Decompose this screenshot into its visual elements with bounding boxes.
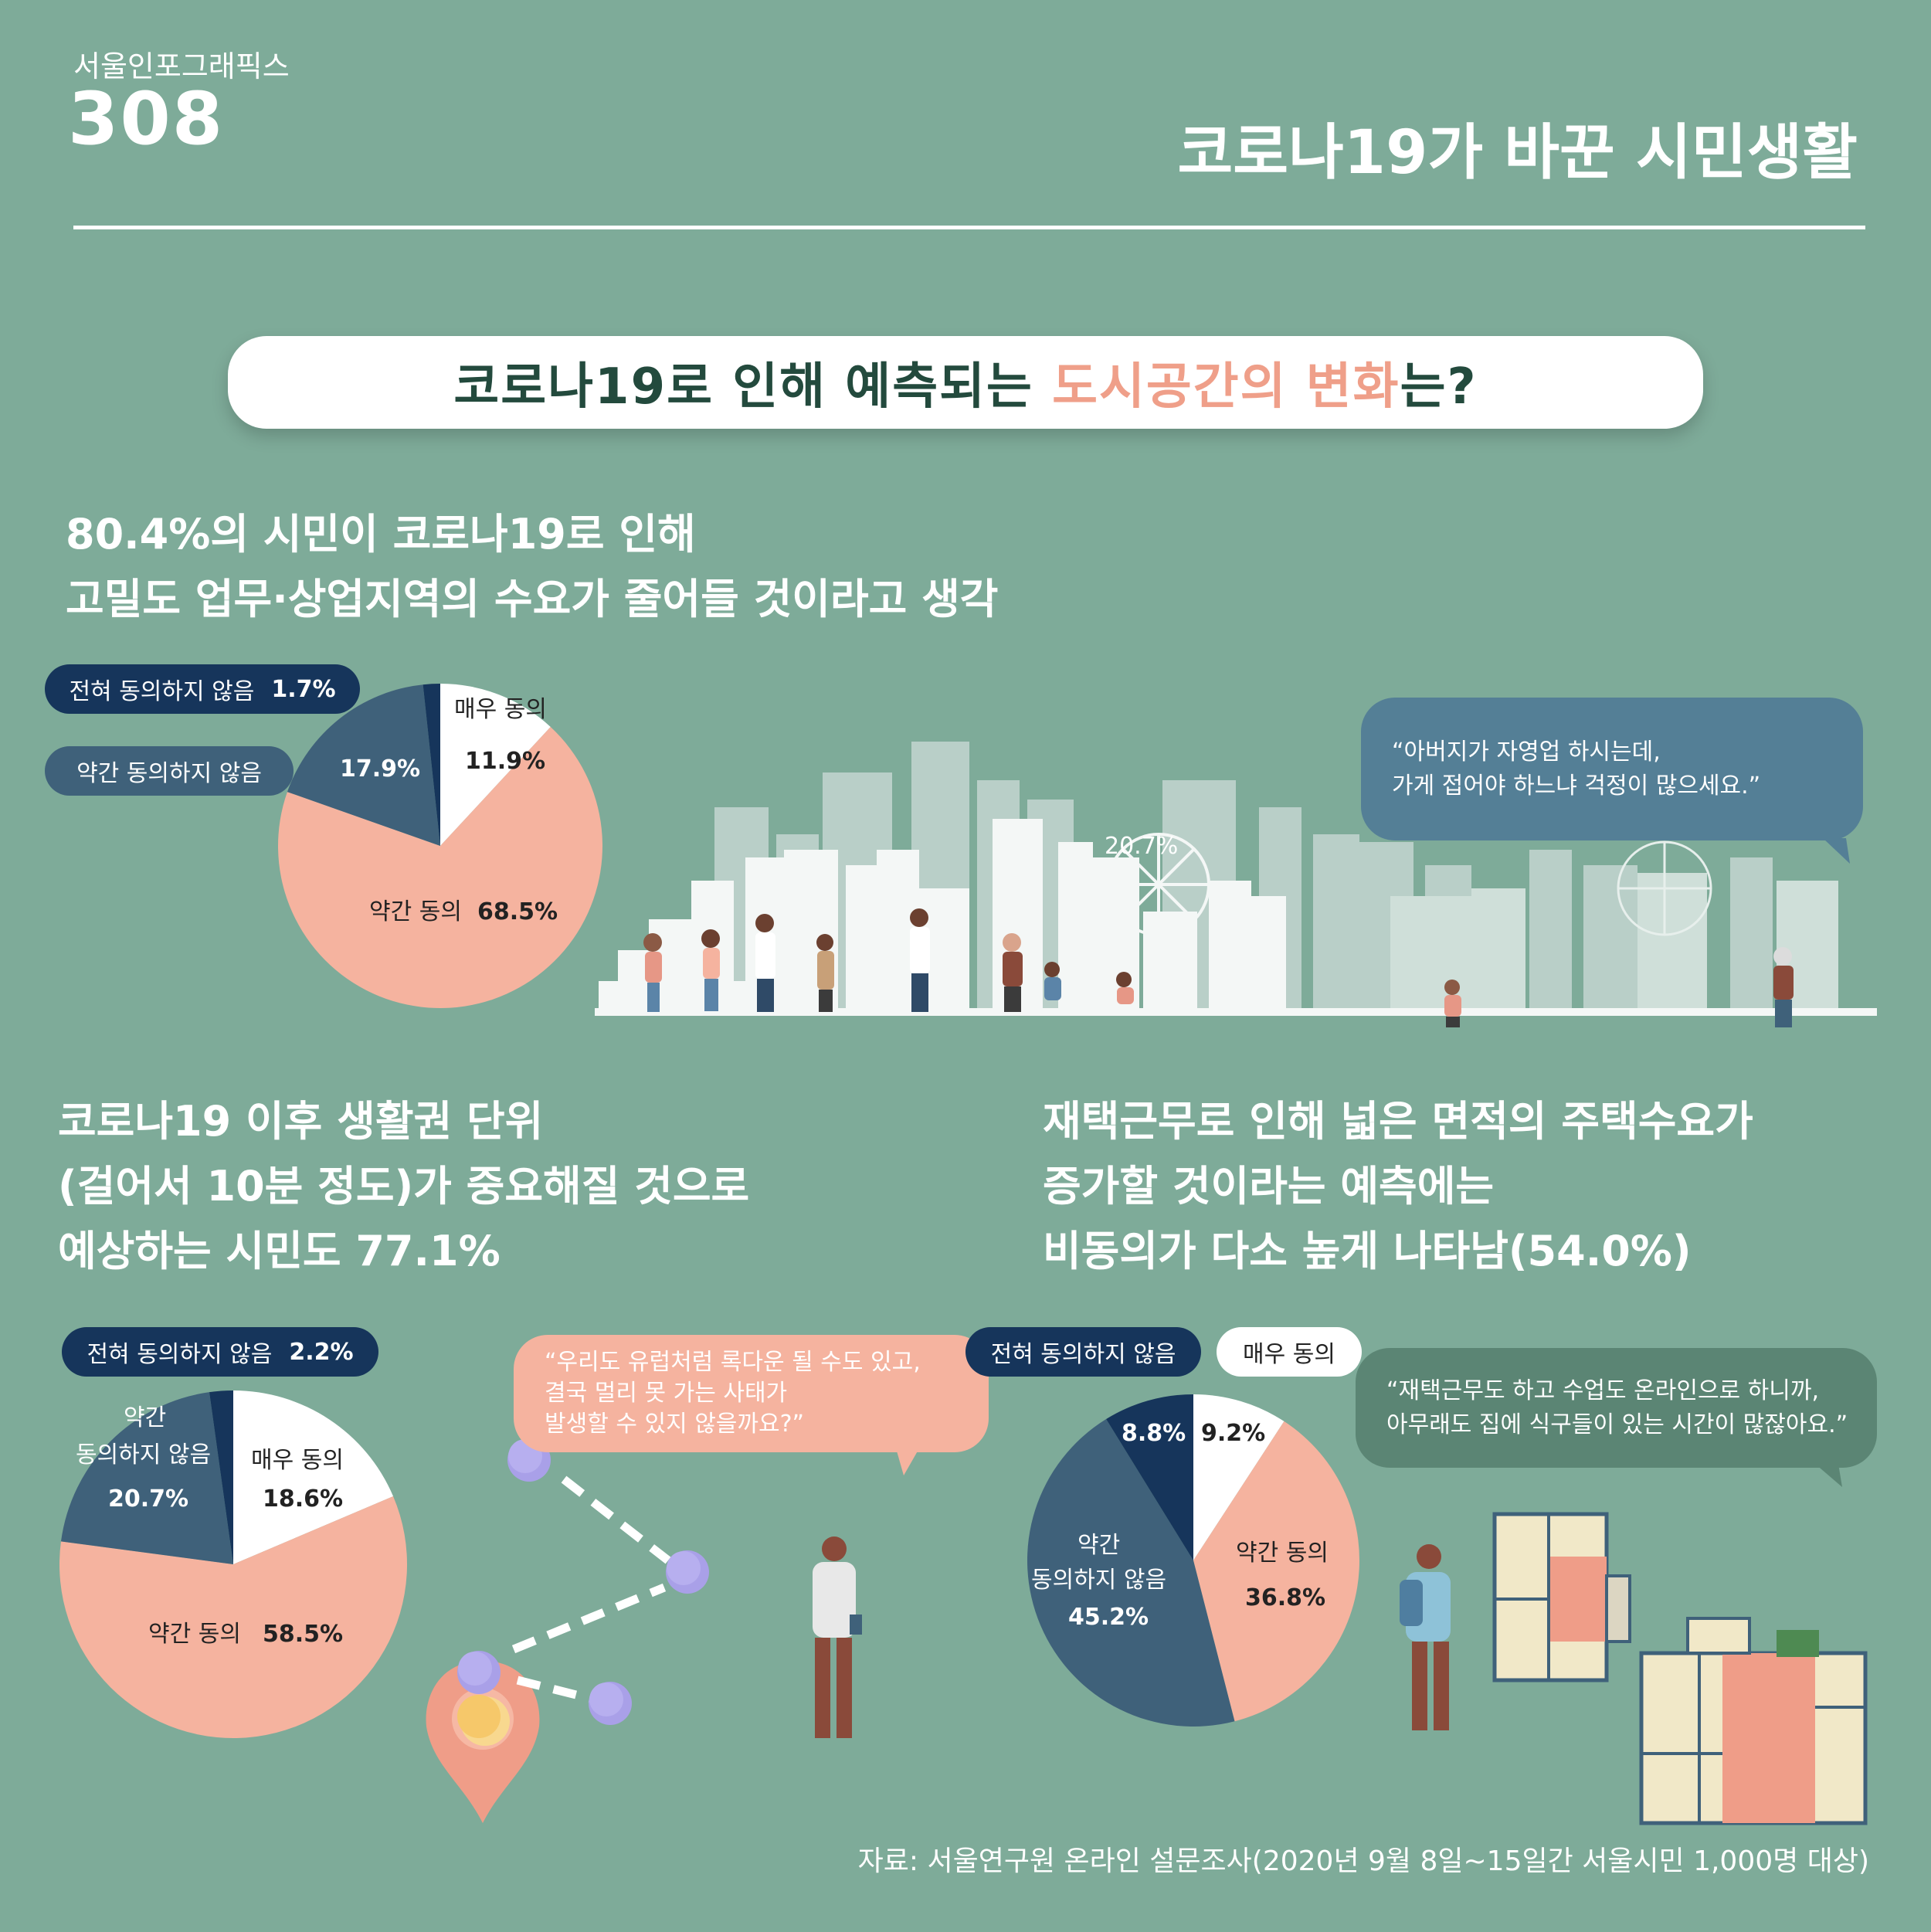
- pie1-label-strongly-agree: 매우 동의: [454, 696, 547, 723]
- pie3-slice-strongly-disagree: [1106, 1394, 1193, 1560]
- pie2-value-somewhat-disagree: 20.7%: [108, 1486, 188, 1513]
- section2-heading: 코로나19 이후 생활권 단위 (걸어서 10분 정도)가 중요해질 것으로 예…: [58, 1089, 749, 1284]
- header-divider: [73, 226, 1865, 229]
- quote-bubble-1: “아버지가 자영업 하시는데, 가게 접어야 하느냐 걱정이 많으세요.”: [1361, 698, 1863, 840]
- pie1-value-strongly-agree: 11.9%: [465, 748, 545, 775]
- bubble-tail-2: [896, 1448, 919, 1475]
- section3-heading: 재택근무로 인해 넓은 면적의 주택수요가 증가할 것이라는 예측에는 비동의가…: [1043, 1089, 1753, 1284]
- pie3-slice-somewhat-agree: [1193, 1421, 1360, 1722]
- quote-bubble-2: “우리도 유럽처럼 록다운 될 수도 있고, 결국 멀리 못 가는 사태가 발생…: [514, 1335, 989, 1452]
- pie2-slice-strongly-disagree: [209, 1390, 233, 1564]
- pie3-slice-somewhat-disagree: [1027, 1419, 1235, 1727]
- quote1-line2: 가게 접어야 하느냐 걱정이 많으세요.”: [1392, 772, 1761, 800]
- section2-heading-line3: 예상하는 시민도 77.1%: [58, 1227, 501, 1275]
- section1-heading: 80.4%의 시민이 코로나19로 인해 고밀도 업무·상업지역의 수요가 줄어…: [66, 502, 998, 632]
- location-network-illustration: [426, 1438, 862, 1823]
- question-banner: 코로나19로 인해 예측되는 도시공간의 변화는?: [228, 336, 1703, 429]
- page-title: 코로나19가 바꾼 시민생활: [1177, 118, 1858, 188]
- city-skyline-illustration: [595, 742, 1877, 1027]
- pie2-label-somewhat-disagree-2: 동의하지 않음: [76, 1441, 211, 1469]
- section1-heading-line2: 고밀도 업무·상업지역의 수요가 줄어들 것이라고 생각: [66, 575, 999, 623]
- pie3-label-somewhat-disagree-1: 약간: [1077, 1532, 1120, 1559]
- quote2-line1: “우리도 유럽처럼 록다운 될 수도 있고,: [545, 1349, 921, 1376]
- floor-plan-illustration: [1400, 1512, 1868, 1825]
- pie3-value-somewhat-agree: 36.8%: [1245, 1584, 1325, 1611]
- bubble-tail-3: [1815, 1464, 1842, 1487]
- pie2-value-strongly-agree: 18.6%: [263, 1486, 343, 1513]
- pie1-tag-somewhat-disagree: 약간 동의하지 않음: [45, 746, 294, 796]
- section1-heading-line1: 80.4%의 시민이 코로나19로 인해: [66, 510, 696, 559]
- pie3-tag-strongly-agree: 매우 동의: [1217, 1327, 1362, 1377]
- pie3-label-somewhat-agree: 약간 동의: [1236, 1540, 1329, 1567]
- section2-heading-line2: (걸어서 10분 정도)가 중요해질 것으로: [58, 1162, 750, 1210]
- quote3-line1: “재택근무도 하고 수업도 온라인으로 하니까,: [1386, 1377, 1820, 1404]
- pie-chart-3: [1027, 1394, 1360, 1727]
- pie1-slice-strongly-disagree: [423, 684, 440, 846]
- question-suffix: 는?: [1400, 358, 1478, 416]
- pie1-tag-strongly-disagree-label: 전혀 동의하지 않음: [69, 678, 255, 705]
- section3-heading-line2: 증가할 것이라는 예측에는: [1043, 1162, 1495, 1210]
- source-note: 자료: 서울연구원 온라인 설문조사(2020년 9월 8일~15일간 서울시민…: [857, 1845, 1869, 1877]
- pie2-tag-strongly-disagree-value: 2.2%: [289, 1338, 354, 1366]
- pie2-slice-somewhat-disagree: [60, 1392, 233, 1564]
- pie3-label-somewhat-disagree-2: 동의하지 않음: [1031, 1567, 1166, 1594]
- section3-heading-line1: 재택근무로 인해 넓은 면적의 주택수요가: [1043, 1097, 1753, 1146]
- quote3-line2: 아무래도 집에 식구들이 있는 시간이 많잖아요.”: [1386, 1411, 1848, 1438]
- issue-number: 308: [68, 77, 225, 161]
- pie3-tag-strongly-agree-label: 매우 동의: [1243, 1341, 1335, 1368]
- pie2-slice-strongly-agree: [233, 1390, 394, 1564]
- pie3-tag-strongly-disagree-label: 전혀 동의하지 않음: [990, 1341, 1176, 1368]
- pie1-tag-strongly-disagree-value: 1.7%: [271, 675, 336, 703]
- pie3-slice-strongly-agree: [1193, 1394, 1285, 1560]
- pie2-tag-strongly-disagree: 전혀 동의하지 않음 2.2%: [62, 1327, 378, 1377]
- pie2-label-strongly-agree: 매우 동의: [251, 1447, 344, 1474]
- pie2-slice-somewhat-agree: [59, 1496, 408, 1739]
- bubble-tail-1: [1823, 838, 1850, 864]
- question-text: 코로나19로 인해 예측되는 도시공간의 변화는?: [453, 347, 1477, 418]
- quote2-line2: 결국 멀리 못 가는 사태가: [545, 1380, 788, 1407]
- section2-heading-line1: 코로나19 이후 생활권 단위: [58, 1097, 544, 1146]
- pie1-tag-strongly-disagree: 전혀 동의하지 않음 1.7%: [45, 664, 360, 714]
- pie1-slice-somewhat-disagree: [287, 684, 440, 846]
- pie1-slice-somewhat-agree: [277, 727, 602, 1009]
- section3-heading-line3: 비동의가 다소 높게 나타남(54.0%): [1043, 1227, 1692, 1275]
- quote1-line1: “아버지가 자영업 하시는데,: [1392, 738, 1661, 766]
- pie3-value-strongly-agree: 9.2%: [1201, 1420, 1265, 1447]
- pie-chart-2: [59, 1390, 408, 1739]
- pie2-tag-strongly-disagree-label: 전혀 동의하지 않음: [87, 1341, 273, 1368]
- question-highlight: 도시공간의 변화: [1052, 358, 1400, 416]
- pie2-value-somewhat-agree: 58.5%: [263, 1621, 343, 1648]
- quote-bubble-3: “재택근무도 하고 수업도 온라인으로 하니까, 아무래도 집에 식구들이 있는…: [1356, 1348, 1877, 1468]
- pie-chart-1: [277, 684, 602, 1009]
- question-prefix: 코로나19로 인해 예측되는: [453, 358, 1053, 416]
- pie1-label-somewhat-agree: 약간 동의: [369, 898, 462, 925]
- pie1-slice-strongly-agree: [440, 684, 551, 846]
- pie2-label-somewhat-agree: 약간 동의: [148, 1621, 241, 1648]
- pie2-label-somewhat-disagree-1: 약간: [124, 1404, 166, 1431]
- pie1-value-somewhat-disagree: 17.9%: [340, 755, 420, 783]
- pie3-tag-strongly-disagree: 전혀 동의하지 않음: [966, 1327, 1201, 1377]
- pie1-tag-somewhat-disagree-label: 약간 동의하지 않음: [76, 760, 262, 787]
- series-label: 서울인포그래픽스: [73, 49, 290, 83]
- pie3-value-strongly-disagree: 8.8%: [1122, 1420, 1186, 1447]
- pie3-value-somewhat-disagree: 45.2%: [1068, 1604, 1149, 1631]
- pie1-value-somewhat-agree: 68.5%: [477, 898, 558, 925]
- quote2-line3: 발생할 수 있지 않을까요?”: [545, 1411, 805, 1438]
- illustration-overlay-text: 20.7%: [1105, 833, 1178, 860]
